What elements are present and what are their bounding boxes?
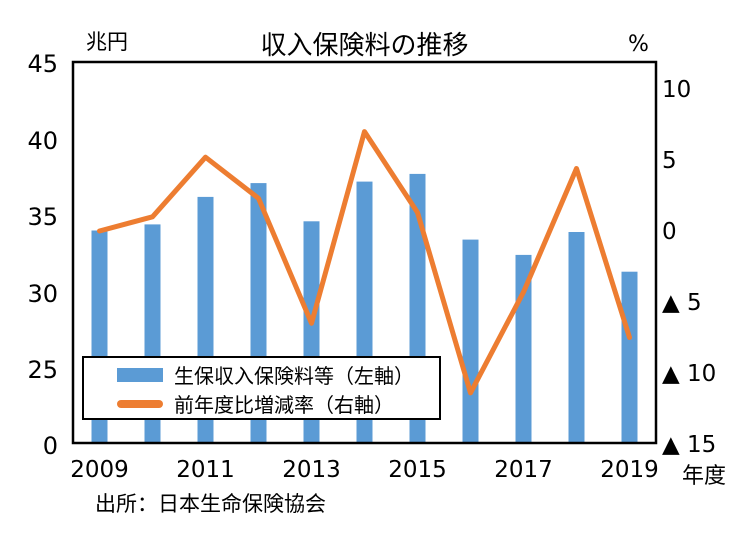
left-axis-unit-label: 兆円: [86, 30, 128, 54]
right-axis-unit-label: %: [628, 32, 649, 57]
right-axis-tick--10: ▲ 10: [662, 361, 717, 387]
bar-2016: [462, 239, 479, 442]
left-axis-tick-25: 25: [27, 356, 58, 384]
line-series-group: [97, 129, 632, 396]
legend-label: 前年度比増減率（右軸）: [174, 393, 394, 417]
right-axis-tick--15: ▲ 15: [662, 432, 717, 458]
legend-item-line-series: 前年度比増減率（右軸）: [84, 389, 439, 418]
left-axis-tick-30: 30: [27, 279, 58, 308]
x-axis-tick-2011: 2011: [176, 457, 235, 483]
right-axis-tick-0: 0: [662, 219, 677, 245]
x-axis-tick-2019: 2019: [600, 457, 659, 483]
right-axis-tick-5: 5: [662, 148, 677, 174]
line-swatch-icon: [117, 399, 163, 408]
x-axis-tick-2009: 2009: [70, 457, 129, 483]
left-axis-tick-40: 40: [27, 126, 58, 155]
yoy-rate-line: [97, 129, 632, 396]
source-note: 出所：日本生命保険協会: [95, 492, 326, 516]
legend-label: 生保収入保険料等（左軸）: [174, 364, 414, 388]
bar-swatch-icon: [117, 367, 163, 382]
x-axis-tick-2013: 2013: [282, 457, 341, 483]
bar-2019: [621, 271, 638, 442]
right-axis-tick--5: ▲ 5: [662, 290, 702, 316]
left-axis-tick-35: 35: [27, 203, 58, 232]
x-axis-unit-label: 年度: [682, 464, 727, 489]
x-axis-tick-2015: 2015: [388, 457, 447, 483]
chart-title: 収入保険料の推移: [260, 31, 469, 61]
legend-item-bar-series: 生保収入保険料等（左軸）: [84, 360, 439, 389]
left-axis-tick-0: 0: [42, 432, 58, 460]
left-axis-tick-45: 45: [27, 50, 58, 79]
x-axis-tick-2017: 2017: [494, 457, 553, 483]
bar-2018: [568, 232, 585, 442]
plot-area-border: [71, 60, 658, 445]
legend: 生保収入保険料等（左軸） 前年度比増減率（右軸）: [82, 356, 441, 420]
right-axis-tick-10: 10: [662, 77, 692, 103]
